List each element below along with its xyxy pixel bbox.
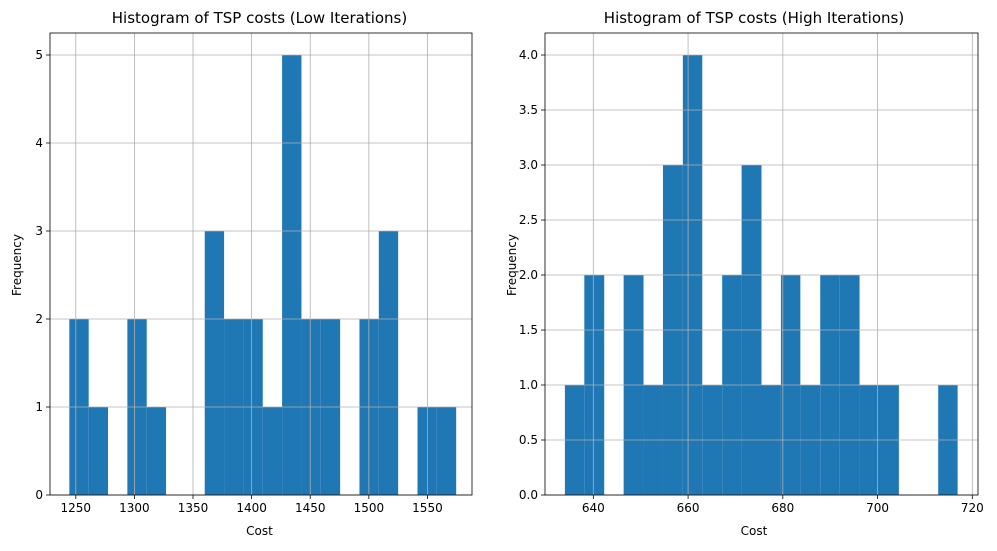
x-tick-label: 1550 bbox=[412, 501, 443, 515]
x-tick-label: 640 bbox=[582, 501, 605, 515]
y-tick-label: 3.5 bbox=[519, 103, 538, 117]
histogram-bar bbox=[262, 407, 283, 495]
x-tick-label: 720 bbox=[961, 501, 984, 515]
axes-frame bbox=[544, 32, 979, 496]
y-tick-label: 3 bbox=[35, 224, 43, 238]
chart-high-iterations: Histogram of TSP costs (High Iterations)… bbox=[505, 9, 984, 538]
chart-title: Histogram of TSP costs (High Iterations) bbox=[604, 9, 904, 27]
y-tick-label: 0.5 bbox=[519, 433, 538, 447]
histogram-bar bbox=[436, 407, 457, 495]
histogram-bar bbox=[204, 231, 225, 495]
histogram-bar bbox=[88, 407, 109, 495]
plot-area: 1250 1300 1350 1400 1450 1500 1550 0 1 2 3 4 5 bbox=[35, 32, 473, 515]
y-tick-label: 1 bbox=[35, 400, 43, 414]
chart-low-iterations: Histogram of TSP costs (Low Iterations) … bbox=[10, 9, 473, 538]
y-tick-label: 0.0 bbox=[519, 488, 538, 502]
y-tick-label: 2.5 bbox=[519, 213, 538, 227]
histogram-bar bbox=[146, 407, 167, 495]
histogram-bar bbox=[282, 55, 302, 495]
y-tick-label: 0 bbox=[35, 488, 43, 502]
y-axis-label: Frequency bbox=[505, 234, 519, 296]
y-tick-label: 3.0 bbox=[519, 158, 538, 172]
axes-frame bbox=[49, 32, 473, 496]
y-tick-label: 2 bbox=[35, 312, 43, 326]
x-tick-label: 1250 bbox=[61, 501, 92, 515]
y-tick-label: 4.0 bbox=[519, 48, 538, 62]
x-tick-label: 1400 bbox=[236, 501, 267, 515]
x-tick-label: 1450 bbox=[295, 501, 326, 515]
y-axis-label: Frequency bbox=[10, 234, 24, 296]
plot-area: 640 660 680 700 720 0.0 0.5 1.0 1.5 2.0 2.5 3.0 3.5 4… bbox=[519, 32, 984, 515]
x-tick-label: 1350 bbox=[178, 501, 209, 515]
histogram-bar bbox=[378, 231, 399, 495]
x-tick-label: 1300 bbox=[119, 501, 150, 515]
y-tick-label: 5 bbox=[35, 48, 43, 62]
y-tick-label: 1.5 bbox=[519, 323, 538, 337]
y-tick-label: 1.0 bbox=[519, 378, 538, 392]
chart-title: Histogram of TSP costs (Low Iterations) bbox=[112, 9, 407, 27]
y-tick-label: 4 bbox=[35, 136, 43, 150]
x-tick-label: 660 bbox=[677, 501, 700, 515]
x-tick-label: 1500 bbox=[354, 501, 385, 515]
x-axis-label: Cost bbox=[741, 524, 768, 538]
x-tick-label: 680 bbox=[771, 501, 794, 515]
x-axis-label: Cost bbox=[246, 524, 273, 538]
x-tick-label: 700 bbox=[866, 501, 889, 515]
y-tick-label: 2.0 bbox=[519, 268, 538, 282]
